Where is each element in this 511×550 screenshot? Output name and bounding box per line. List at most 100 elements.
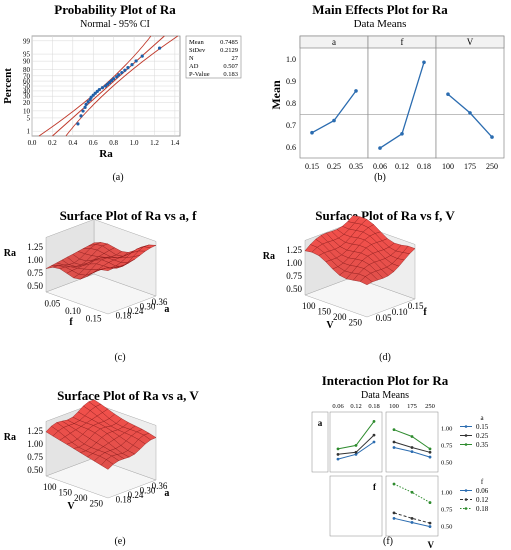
y-tick-label: 0.24	[128, 306, 144, 316]
data-point	[95, 89, 99, 93]
y-tick-label: 99	[23, 37, 31, 45]
fit-line	[52, 35, 165, 137]
y-tick-label: 0.18	[116, 311, 132, 321]
x-axis-label: V	[67, 501, 75, 512]
effect-point	[422, 60, 426, 65]
x-tick-label: 200	[333, 312, 347, 322]
z-tick-label: 1.25	[27, 242, 43, 252]
factor-label: V	[428, 540, 435, 550]
V-tick-label: 175	[407, 403, 417, 410]
interaction-plot: Interaction Plot for Ra Data Means 0.06 0…	[311, 373, 489, 550]
caption-d: (d)	[379, 352, 391, 363]
panel-frame	[367, 35, 437, 159]
y-tick-label: 10	[23, 107, 31, 115]
x-tick-label: 0.18	[417, 162, 431, 171]
factor-label-box	[329, 475, 383, 537]
interaction-point	[372, 440, 376, 444]
effect-point	[310, 130, 314, 135]
x-tick-label: 0.35	[349, 162, 363, 171]
data-point	[84, 102, 88, 107]
stat-value: 0.2129	[220, 47, 238, 54]
caption-e: (e)	[114, 536, 125, 547]
legend-marker	[464, 498, 468, 501]
interaction-point	[392, 516, 396, 520]
stat-label: StDev	[189, 47, 206, 54]
caption-c: (c)	[114, 352, 125, 363]
y-axis-label: a	[164, 488, 169, 499]
factor-label: a	[318, 418, 323, 428]
stat-value: 0.7485	[220, 39, 238, 46]
x-tick-label: 0.06	[373, 162, 387, 171]
data-point	[100, 86, 105, 90]
data-point	[93, 91, 97, 95]
f-tick-label: 0.18	[368, 403, 379, 410]
interaction-line	[393, 483, 431, 504]
plot-e-title: Surface Plot of Ra vs a, V	[57, 388, 199, 403]
y-tick-label: 0.8	[286, 99, 296, 108]
data-point	[126, 65, 130, 70]
stat-label: N	[189, 55, 194, 62]
y-tick-label: 0.15	[408, 301, 424, 311]
stat-value: 0.507	[223, 63, 238, 70]
plot-b-subtitle: Data Means	[354, 18, 407, 30]
x-tick-label: 0.10	[65, 306, 81, 316]
x-tick-label: 150	[318, 306, 332, 316]
y-tick-label: 0.36	[152, 481, 168, 491]
interaction-point	[428, 501, 432, 504]
effect-point	[332, 118, 336, 123]
factor-label-box	[311, 411, 329, 473]
y-tick-label: 0.24	[128, 490, 144, 500]
data-point	[123, 68, 127, 72]
interaction-point	[428, 455, 432, 459]
x-tick-label: 150	[59, 487, 73, 497]
data-point	[130, 62, 134, 67]
z-tick-label: 0.50	[27, 281, 43, 291]
factor-label: f	[373, 482, 377, 492]
x-tick-label: 0.4	[68, 139, 77, 147]
y-tick-label: 0.9	[286, 77, 296, 86]
y-tick-label: 1.00	[441, 425, 452, 432]
effect-point	[446, 92, 450, 96]
interaction-line	[393, 512, 431, 524]
x-tick-label: 200	[74, 493, 88, 503]
interaction-point	[354, 452, 358, 456]
y-tick-label: 70	[23, 72, 31, 80]
f-tick-label: 0.06	[332, 403, 344, 410]
interaction-point	[392, 511, 396, 515]
z-axis-label: Ra	[263, 251, 275, 262]
y-tick-label: 1.00	[441, 489, 452, 496]
data-point	[157, 46, 162, 50]
legend-entry: 0.15	[476, 423, 489, 431]
data-point	[89, 95, 93, 99]
interaction-point	[410, 446, 414, 449]
surface-plot-a-V: Surface Plot of Ra vs a, V 0.50 0.75 1.00 1…	[4, 388, 200, 547]
data-point	[76, 122, 80, 126]
panel-label: f	[401, 37, 404, 47]
V-tick-label: 250	[425, 403, 435, 410]
x-tick-label: 250	[90, 498, 104, 508]
plot-b-ylabel: Mean	[269, 80, 283, 110]
f-tick-label: 0.12	[350, 403, 361, 410]
z-tick-label: 0.50	[286, 284, 302, 294]
interaction-point	[336, 457, 340, 461]
x-tick-label: 1.0	[130, 139, 139, 147]
legend-title: a	[480, 414, 484, 422]
y-tick-label: 0.36	[152, 297, 168, 307]
interaction-point	[354, 450, 358, 454]
legend-title: f	[481, 478, 484, 486]
y-tick-label: 0.50	[441, 460, 452, 467]
stat-value: 27	[232, 55, 239, 62]
x-tick-label: 175	[464, 162, 476, 171]
effect-point	[490, 135, 494, 139]
y-tick-label: 0.10	[392, 307, 408, 317]
data-point	[86, 100, 90, 104]
y-tick-label: 0.18	[116, 495, 132, 505]
interaction-point	[354, 444, 358, 447]
legend-marker	[464, 434, 468, 437]
y-axis-label: a	[164, 304, 169, 315]
stat-value: 0.183	[223, 71, 238, 78]
legend-entry: 0.18	[476, 505, 489, 513]
legend-marker	[464, 489, 468, 492]
z-tick-label: 0.75	[27, 268, 43, 278]
